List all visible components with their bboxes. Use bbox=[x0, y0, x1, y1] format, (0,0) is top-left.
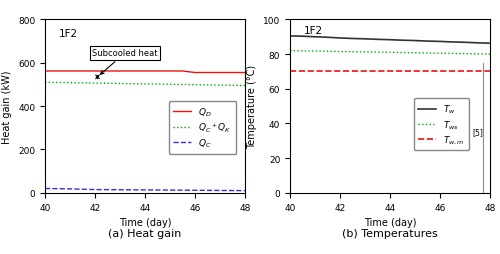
Y-axis label: Heat gain (kW): Heat gain (kW) bbox=[2, 70, 12, 143]
Text: [5]: [5] bbox=[472, 128, 483, 136]
Legend: $Q_D$, $Q_C$$^+$$Q_K$, $Q_C$: $Q_D$, $Q_C$$^+$$Q_K$, $Q_C$ bbox=[168, 102, 236, 154]
Text: (a) Heat gain: (a) Heat gain bbox=[108, 229, 182, 239]
Text: 1F2: 1F2 bbox=[304, 25, 323, 36]
X-axis label: Time (day): Time (day) bbox=[119, 217, 171, 227]
Text: Subcooled heat: Subcooled heat bbox=[92, 49, 158, 75]
Legend: $T_w$, $T_{ws}$, $T_{w,m}$: $T_w$, $T_{ws}$, $T_{w,m}$ bbox=[414, 99, 470, 151]
X-axis label: Time (day): Time (day) bbox=[364, 217, 416, 227]
Text: (b) Temperatures: (b) Temperatures bbox=[342, 229, 438, 239]
Text: 1F2: 1F2 bbox=[59, 29, 78, 39]
Y-axis label: Temperature (°C): Temperature (°C) bbox=[248, 65, 258, 149]
